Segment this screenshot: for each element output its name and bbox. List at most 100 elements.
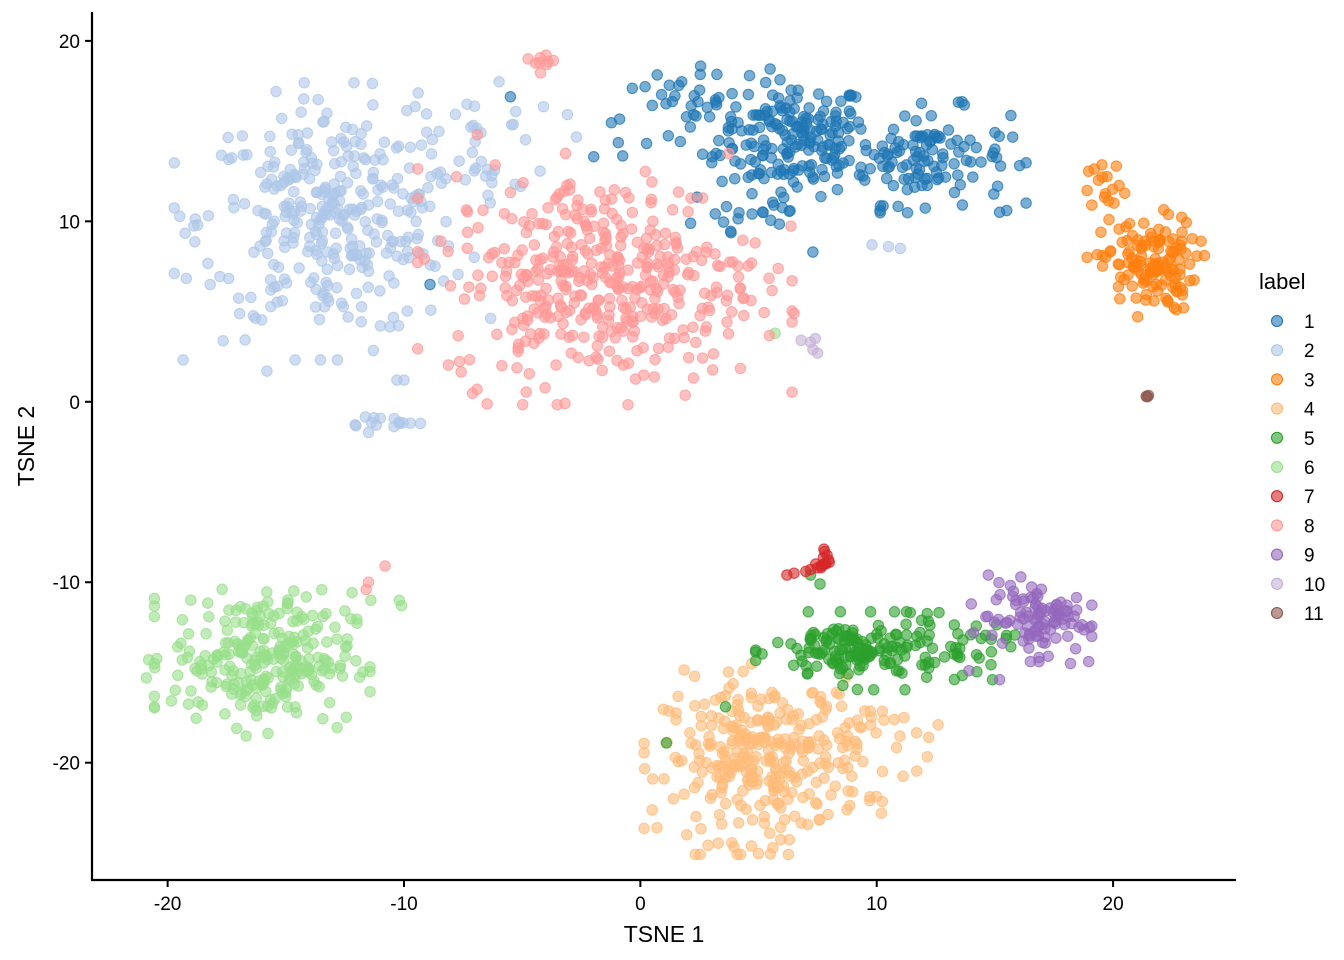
point-label-4 [762, 744, 775, 756]
point-label-2 [355, 138, 367, 150]
point-label-1 [994, 160, 1007, 172]
legend-label-8: 8 [1304, 516, 1315, 537]
point-label-8 [516, 398, 529, 411]
point-label-1 [703, 110, 716, 123]
point-label-4 [754, 799, 766, 812]
point-label-8 [605, 325, 618, 338]
point-label-8 [758, 306, 770, 319]
point-label-2 [168, 157, 181, 169]
point-label-2 [320, 276, 332, 289]
point-label-4 [689, 739, 702, 751]
point-label-8 [571, 199, 583, 212]
point-label-1 [1020, 197, 1032, 209]
x-tick-label: -10 [390, 894, 417, 915]
point-label-5 [920, 671, 933, 683]
point-label-4 [921, 751, 934, 763]
point-label-6 [240, 730, 252, 742]
point-label-6 [316, 583, 328, 596]
point-label-8 [569, 209, 581, 221]
point-label-1 [835, 95, 847, 107]
point-label-8 [596, 320, 609, 333]
point-label-1 [993, 130, 1006, 143]
point-label-1 [693, 84, 706, 96]
point-label-4 [638, 762, 651, 775]
point-label-6 [295, 654, 307, 667]
legend-key-10 [1270, 577, 1284, 590]
point-label-1 [958, 140, 970, 153]
point-label-2 [238, 198, 251, 210]
point-label-8 [578, 331, 590, 343]
point-label-8 [634, 281, 647, 294]
point-label-8 [723, 256, 736, 268]
legend-label-5: 5 [1304, 429, 1315, 450]
point-label-2 [340, 121, 352, 134]
point-label-8 [499, 282, 512, 294]
point-label-8 [554, 250, 567, 263]
point-label-4 [638, 747, 650, 759]
point-label-5 [921, 635, 933, 647]
point-label-10 [809, 332, 822, 345]
point-label-8 [688, 269, 700, 282]
point-label-4 [792, 708, 805, 720]
point-label-2 [403, 252, 415, 264]
point-label-6 [171, 641, 184, 653]
point-label-2 [570, 131, 583, 143]
point-label-6 [258, 633, 270, 645]
point-label-8 [540, 218, 552, 231]
point-label-6 [207, 653, 220, 665]
point-label-1 [748, 140, 760, 153]
point-label-4 [752, 847, 765, 860]
point-label-8 [678, 331, 690, 344]
x-axis-ticks: -20 -10 0 10 20 [154, 880, 1124, 915]
point-label-5 [915, 614, 928, 627]
point-label-2 [355, 316, 367, 328]
point-label-1 [726, 87, 738, 100]
point-label-5 [772, 636, 784, 649]
point-label-4 [709, 694, 722, 706]
point-label-2 [261, 247, 274, 260]
point-label-8 [471, 128, 484, 141]
point-label-4 [695, 823, 707, 835]
point-label-1 [692, 95, 704, 108]
point-label-2 [179, 227, 191, 240]
point-label-4 [733, 732, 745, 745]
point-label-1 [675, 75, 688, 88]
point-label-8 [738, 292, 750, 305]
point-label-1 [785, 84, 797, 96]
point-label-6 [176, 654, 188, 666]
point-label-6 [190, 712, 202, 725]
point-label-2 [288, 226, 301, 239]
point-label-8 [652, 342, 665, 355]
point-label-8 [649, 353, 661, 366]
point-label-4 [752, 700, 764, 712]
point-label-9 [1033, 651, 1045, 664]
point-label-2 [313, 313, 326, 326]
point-label-1 [706, 150, 719, 163]
point-label-10 [795, 334, 807, 347]
point-label-2 [267, 161, 280, 173]
point-label-1 [910, 114, 922, 127]
point-label-9 [1015, 571, 1027, 583]
point-label-6 [340, 711, 353, 724]
point-label-2 [412, 87, 424, 99]
point-label-6 [257, 600, 269, 612]
point-label-1 [932, 130, 945, 143]
point-label-6 [192, 696, 204, 708]
point-label-8 [360, 583, 372, 596]
point-label-1 [843, 89, 855, 101]
point-label-5 [924, 619, 936, 631]
point-label-8 [550, 359, 562, 371]
x-axis-title: TSNE 1 [624, 921, 705, 947]
point-label-1 [662, 130, 675, 142]
point-label-2 [252, 204, 264, 217]
point-label-8 [565, 241, 578, 254]
point-label-9 [982, 569, 995, 581]
point-label-6 [395, 599, 408, 612]
point-label-6 [339, 605, 351, 617]
point-label-4 [857, 755, 869, 768]
point-label-2 [401, 305, 414, 317]
point-label-3 [1096, 260, 1109, 272]
point-label-6 [226, 688, 238, 700]
point-label-3 [1114, 293, 1126, 305]
legend-key-11 [1270, 606, 1284, 620]
